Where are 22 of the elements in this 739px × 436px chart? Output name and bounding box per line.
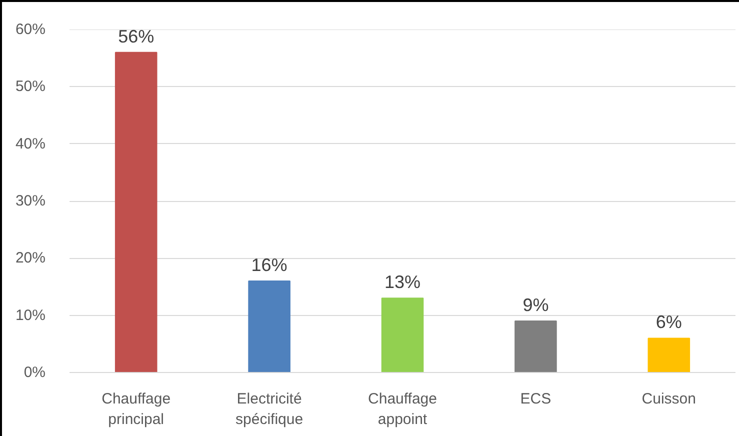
data-label: 13% xyxy=(384,272,421,292)
y-tick-label: 30% xyxy=(15,192,46,210)
x-tick-label: ECS xyxy=(520,390,552,408)
bar xyxy=(648,338,690,372)
bar xyxy=(248,280,290,372)
x-tick-label: Chauffage appoint xyxy=(368,390,437,428)
bar xyxy=(114,52,158,372)
data-label: 6% xyxy=(656,312,682,332)
y-tick-label: 20% xyxy=(15,250,46,267)
x-tick-label: Cuisson xyxy=(642,390,696,408)
y-tick-label: 50% xyxy=(15,78,46,96)
y-tick-label: 10% xyxy=(15,306,46,324)
bar xyxy=(514,320,557,372)
y-tick-label: 0% xyxy=(24,364,46,381)
data-label: 16% xyxy=(251,255,288,276)
data-label: 56% xyxy=(118,26,154,46)
bar xyxy=(381,298,424,372)
y-tick-label: 60% xyxy=(15,21,46,38)
data-label: 9% xyxy=(522,295,549,316)
x-tick-label: Electricité spécifique xyxy=(236,390,304,428)
y-tick-label: 40% xyxy=(15,135,46,152)
x-tick-label: Chauffage principal xyxy=(102,390,171,428)
